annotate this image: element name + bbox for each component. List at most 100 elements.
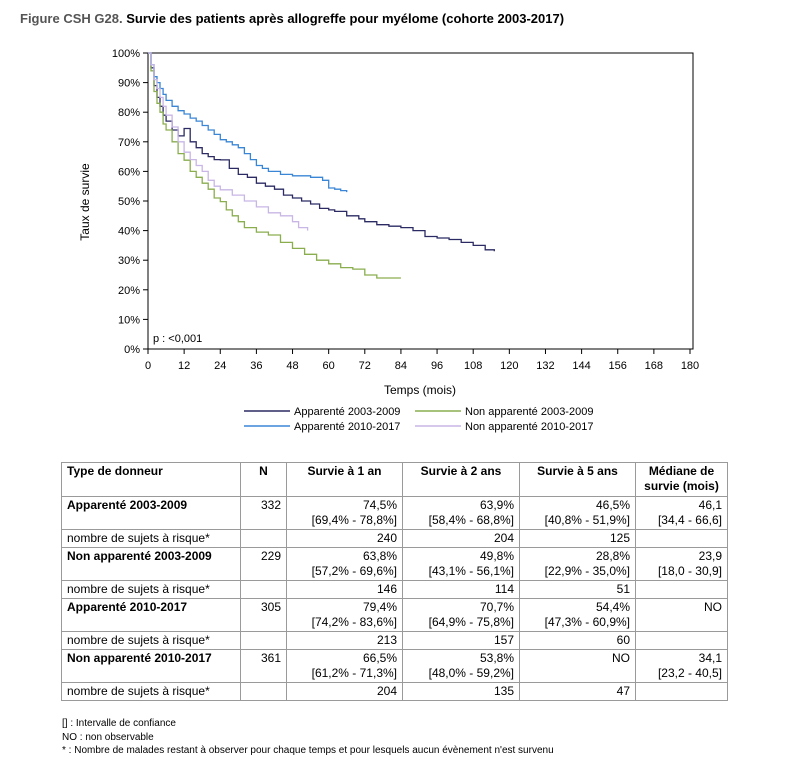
value: 54,4% bbox=[595, 600, 630, 614]
footnote: NO : non observable bbox=[62, 731, 154, 743]
survival-2y: 70,7% [64,9% - 75,8%] bbox=[402, 598, 520, 632]
median-survival: 46,1 [34,4 - 66,6] bbox=[635, 496, 728, 530]
risk-row: nombre de sujets à risque* 146 114 51 bbox=[61, 580, 728, 599]
table-row: Non apparenté 2003-2009 229 63,8% [57,2% … bbox=[61, 547, 728, 581]
ci: [34,4 - 66,6] bbox=[657, 513, 722, 527]
survival-curve bbox=[148, 52, 309, 231]
legend-label: Apparenté 2010-2017 bbox=[294, 421, 400, 433]
risk-empty bbox=[240, 682, 287, 701]
y-tick-label: 50% bbox=[118, 196, 140, 208]
x-tick-label: 168 bbox=[645, 360, 663, 372]
risk-row: nombre de sujets à risque* 213 157 60 bbox=[61, 631, 728, 650]
survival-curves bbox=[148, 52, 495, 279]
risk-1y: 213 bbox=[286, 631, 403, 650]
survival-2y: 63,9% [58,4% - 68,8%] bbox=[402, 496, 520, 530]
risk-empty bbox=[240, 631, 287, 650]
value: 28,8% bbox=[595, 549, 630, 563]
x-tick-label: 0 bbox=[145, 360, 151, 372]
x-tick-label: 48 bbox=[286, 360, 298, 372]
value: 66,5% bbox=[362, 651, 397, 665]
plot-frame bbox=[147, 52, 694, 350]
survival-1y: 63,8% [57,2% - 69,6%] bbox=[286, 547, 403, 581]
x-tick-label: 108 bbox=[464, 360, 482, 372]
survival-1y: 66,5% [61,2% - 71,3%] bbox=[286, 649, 403, 683]
value: 23,9 bbox=[698, 549, 722, 563]
ci bbox=[641, 615, 722, 630]
risk-2y: 135 bbox=[402, 682, 520, 701]
group-name: Non apparenté 2010-2017 bbox=[61, 649, 241, 683]
value: NO bbox=[704, 600, 722, 614]
value: 63,8% bbox=[362, 549, 397, 563]
survival-1y: 74,5% [69,4% - 78,8%] bbox=[286, 496, 403, 530]
value: NO bbox=[612, 651, 630, 665]
survival-curve bbox=[148, 52, 401, 279]
ci: [69,4% - 78,8%] bbox=[311, 513, 397, 527]
risk-5y: 125 bbox=[519, 529, 636, 548]
group-n: 305 bbox=[240, 598, 287, 632]
value: 46,5% bbox=[595, 498, 630, 512]
legend: Apparenté 2003-2009 Non apparenté 2003-20… bbox=[244, 406, 593, 433]
y-tick-label: 100% bbox=[112, 48, 140, 60]
legend-label: Apparenté 2003-2009 bbox=[294, 406, 400, 418]
survival-chart: 0% 10% 20% 30% 40% 50% 60% 70% 80% 90% 100% 0 12 24 3… bbox=[78, 48, 699, 433]
x-axis: 0 12 24 36 48 60 72 84 96 108 120 132 144 156 168 180 bbox=[145, 349, 699, 372]
y-tick-label: 40% bbox=[118, 226, 140, 238]
x-tick-label: 96 bbox=[431, 360, 443, 372]
header-survival-1y: Survie à 1 an bbox=[286, 462, 403, 497]
survival-table: Type de donneur N Survie à 1 an Survie à… bbox=[61, 462, 728, 701]
ci: [57,2% - 69,6%] bbox=[311, 564, 397, 578]
risk-label: nombre de sujets à risque* bbox=[61, 580, 241, 599]
survival-5y: NO bbox=[519, 649, 636, 683]
survival-2y: 49,8% [43,1% - 56,1%] bbox=[402, 547, 520, 581]
survival-curve bbox=[148, 52, 348, 193]
header-type: Type de donneur bbox=[61, 462, 241, 497]
ci: [48,0% - 59,2%] bbox=[428, 666, 514, 680]
risk-empty bbox=[635, 529, 728, 548]
risk-5y: 47 bbox=[519, 682, 636, 701]
group-n: 332 bbox=[240, 496, 287, 530]
table-header-row: Type de donneur N Survie à 1 an Survie à… bbox=[61, 462, 728, 497]
y-tick-label: 20% bbox=[118, 285, 140, 297]
ci bbox=[525, 666, 630, 681]
risk-row: nombre de sujets à risque* 204 135 47 bbox=[61, 682, 728, 701]
footnote: * : Nombre de malades restant à observer… bbox=[62, 745, 554, 756]
header-survival-2y: Survie à 2 ans bbox=[402, 462, 520, 497]
footnote: [] : Intervalle de confiance bbox=[62, 718, 176, 729]
risk-empty bbox=[240, 580, 287, 599]
risk-empty bbox=[635, 580, 728, 599]
value: 79,4% bbox=[362, 600, 397, 614]
group-n: 229 bbox=[240, 547, 287, 581]
risk-empty bbox=[635, 682, 728, 701]
y-axis: 0% 10% 20% 30% 40% 50% 60% 70% 80% 90% 100% bbox=[112, 48, 148, 356]
x-axis-title: Temps (mois) bbox=[384, 383, 456, 397]
ci: [74,2% - 83,6%] bbox=[311, 615, 397, 629]
x-tick-label: 84 bbox=[395, 360, 407, 372]
value: 53,8% bbox=[479, 651, 514, 665]
x-tick-label: 60 bbox=[323, 360, 335, 372]
header-n: N bbox=[240, 462, 287, 497]
value: 46,1 bbox=[698, 498, 722, 512]
survival-5y: 54,4% [47,3% - 60,9%] bbox=[519, 598, 636, 632]
y-tick-label: 0% bbox=[124, 344, 140, 356]
x-tick-label: 120 bbox=[500, 360, 518, 372]
y-tick-label: 80% bbox=[118, 107, 140, 119]
ci: [47,3% - 60,9%] bbox=[544, 615, 630, 629]
x-tick-label: 72 bbox=[359, 360, 371, 372]
header-survival-5y: Survie à 5 ans bbox=[519, 462, 636, 497]
median-survival: 23,9 [18,0 - 30,9] bbox=[635, 547, 728, 581]
risk-2y: 204 bbox=[402, 529, 520, 548]
ci: [18,0 - 30,9] bbox=[657, 564, 722, 578]
risk-2y: 114 bbox=[402, 580, 520, 599]
risk-empty bbox=[635, 631, 728, 650]
y-tick-label: 60% bbox=[118, 166, 140, 178]
risk-1y: 204 bbox=[286, 682, 403, 701]
y-tick-label: 90% bbox=[118, 78, 140, 90]
group-name: Apparenté 2003-2009 bbox=[61, 496, 241, 530]
ci: [61,2% - 71,3%] bbox=[311, 666, 397, 680]
y-tick-label: 10% bbox=[118, 314, 140, 326]
risk-1y: 240 bbox=[286, 529, 403, 548]
survival-5y: 28,8% [22,9% - 35,0%] bbox=[519, 547, 636, 581]
risk-5y: 51 bbox=[519, 580, 636, 599]
ci: [40,8% - 51,9%] bbox=[544, 513, 630, 527]
value: 63,9% bbox=[479, 498, 514, 512]
